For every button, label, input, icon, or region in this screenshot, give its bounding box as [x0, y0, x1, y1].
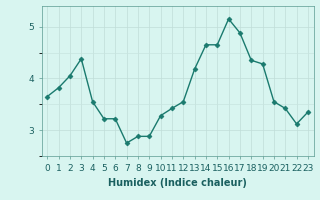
X-axis label: Humidex (Indice chaleur): Humidex (Indice chaleur)	[108, 178, 247, 188]
